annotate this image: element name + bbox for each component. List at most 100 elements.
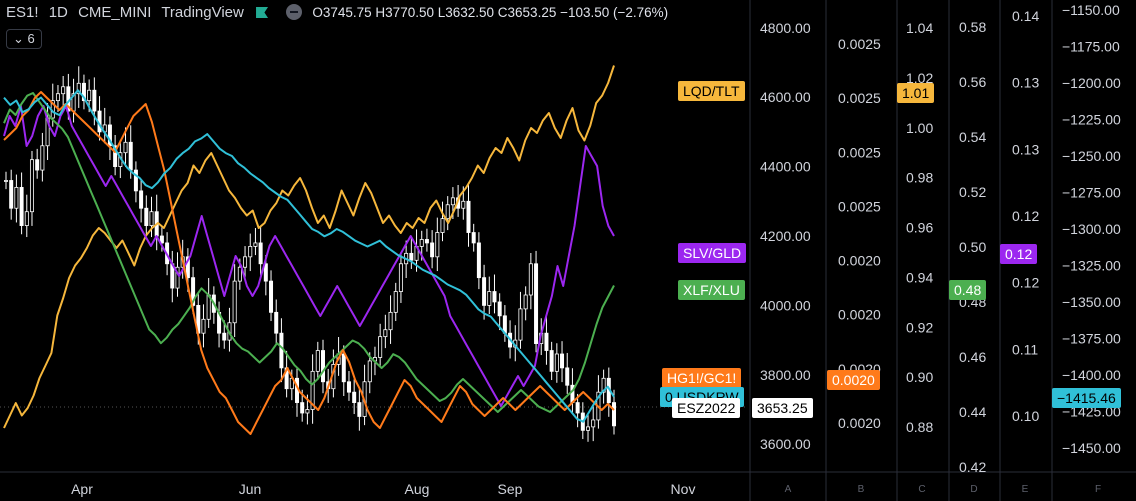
candle [269,280,274,313]
scale-c-tick: 0.58 [959,19,986,35]
exchange: CME_MINI [78,4,152,21]
label-xlf-xlu: XLF/XLU [678,280,745,300]
price-tick: 4800.00 [760,20,811,36]
candle [237,266,242,282]
scale-a-tick: 0.0020 [838,307,881,323]
candle [40,145,45,171]
candle [549,350,554,372]
scale-c-tick: 0.56 [959,74,986,90]
scale-d-tick: 0.12 [1012,208,1039,224]
scale-c-tick: 0.52 [959,184,986,200]
indicator-count: 6 [27,31,35,46]
candle [185,256,190,279]
time-tick: Jun [239,481,262,497]
candle [430,242,435,258]
candle [149,211,154,226]
badge-hg-gc: 0.0020 [827,370,880,390]
candle [159,235,164,244]
candle [346,381,351,393]
candle [440,218,445,233]
candle [409,252,414,261]
scale-e-tick: −1275.00 [1062,185,1121,201]
candle [352,391,357,403]
candle [497,301,502,317]
flag-icon[interactable] [256,7,269,18]
candle [14,187,19,209]
candle [315,350,320,372]
indicators-toggle[interactable]: ⌄ 6 [6,29,42,49]
candle [81,82,86,102]
candle [87,89,92,102]
series-line-xlf-xlu [3,92,615,413]
candle [424,239,429,244]
scale-e-tick: −1150.00 [1062,2,1120,18]
scale-d-tick: 0.14 [1012,8,1039,24]
candle [419,239,424,247]
candle [310,370,315,410]
candle [554,353,559,372]
candle [461,200,466,209]
interval[interactable]: 1D [48,4,68,21]
scale-c-tick: 0.42 [959,459,986,475]
candle [258,242,263,265]
candle [9,180,14,209]
time-tick: Nov [671,481,696,497]
scale-c-tick: 0.44 [959,404,986,420]
label-lqd-tlt: LQD/TLT [678,81,745,101]
scale-a-tick: 0.0025 [838,198,881,214]
scale-d-tick: 0.13 [1012,75,1039,91]
candle [383,329,388,338]
label-esz: ESZ2022 [672,398,741,418]
price-tick: 4400.00 [760,159,811,175]
price-tick: 4600.00 [760,89,811,105]
candle [388,311,393,331]
candle [55,93,60,102]
candle [279,332,284,369]
scale-b-tick: 0.98 [906,170,933,186]
candle [393,291,398,313]
scale-b-tick: 0.90 [906,369,933,385]
scale-a-tick: 0.0020 [838,253,881,269]
scale-e-tick: −1350.00 [1062,294,1121,310]
scale-d-tick: 0.12 [1012,275,1039,291]
candle [19,187,24,226]
candle [274,311,279,334]
scale-a-tick: 0.0025 [838,36,881,52]
scale-e-tick: −1175.00 [1062,39,1120,55]
scale-d-tick: 0.10 [1012,408,1039,424]
scale-a-tick: 0.0025 [838,144,881,160]
time-tick: Apr [71,481,93,497]
scale-a-tick: 0.0020 [838,415,881,431]
candle [378,336,383,358]
candle [492,291,497,303]
candle [575,402,580,414]
candle [201,318,206,334]
candle [76,82,81,95]
candle [591,419,596,428]
candle [232,280,237,324]
price-tick: 3600.00 [760,436,811,452]
scale-letter: C [918,484,925,495]
symbol[interactable]: ES1! [6,4,39,21]
price-tick: 4000.00 [760,297,811,313]
candle [263,263,268,282]
candle [341,353,346,383]
candle [586,426,591,431]
scale-e-tick: −1400.00 [1062,367,1121,383]
label-slv-gld: SLV/GLD [678,243,747,263]
candle [357,402,362,417]
last-price-badge: 3653.25 [752,398,813,418]
series-line-slv-gld [3,105,615,407]
scale-letter: F [1095,484,1101,495]
scale-b-tick: 0.96 [906,220,933,236]
candle [305,409,310,414]
candle [144,207,149,226]
candle [466,200,471,233]
candle [445,204,450,220]
candle [253,242,258,247]
minus-circle-icon[interactable] [286,4,303,20]
candle [435,232,440,258]
price-tick: 3800.00 [760,367,811,383]
candle [523,294,528,310]
